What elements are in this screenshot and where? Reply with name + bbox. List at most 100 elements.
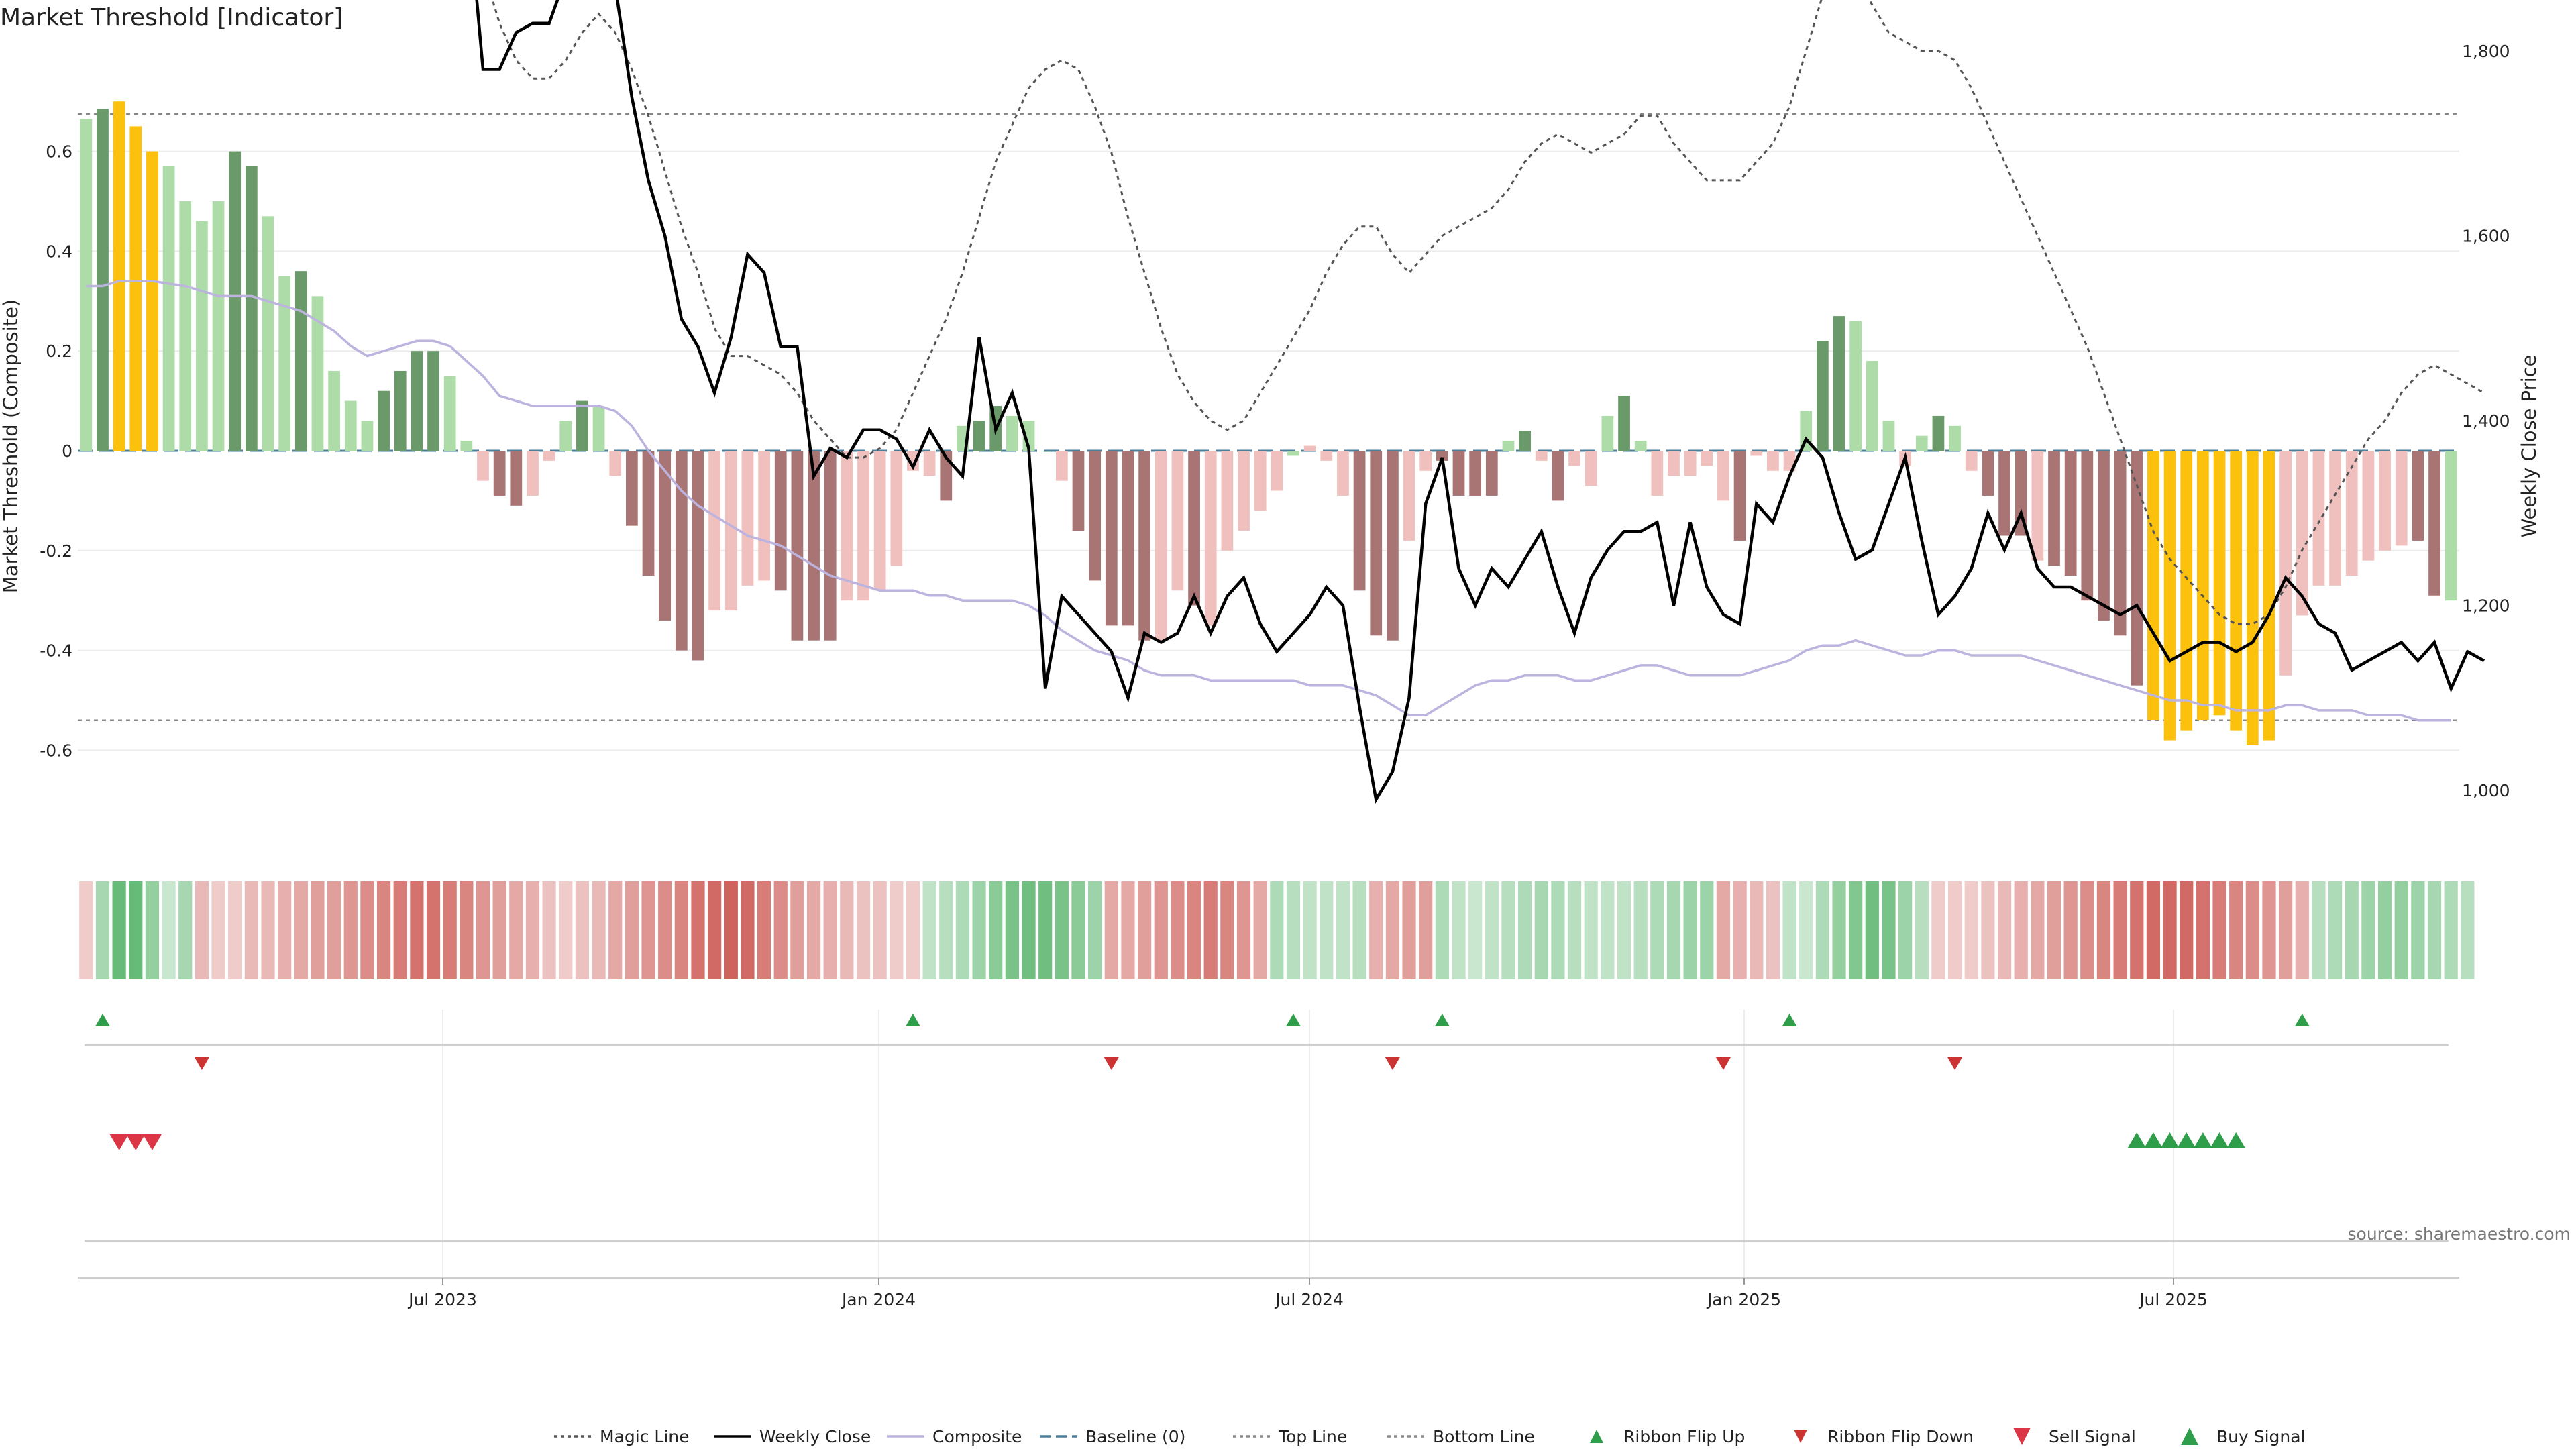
composite-bar bbox=[2279, 451, 2292, 676]
ribbon-cell bbox=[1551, 881, 1565, 979]
composite-bar bbox=[361, 421, 374, 451]
ribbon-cell bbox=[195, 881, 209, 979]
composite-bar bbox=[1717, 451, 1729, 501]
legend: Magic Line Weekly Close Composite Baseline … bbox=[554, 1427, 2306, 1446]
composite-bar bbox=[2246, 451, 2259, 745]
ribbon-cell bbox=[1567, 881, 1582, 979]
ribbon-cell bbox=[1055, 881, 1069, 979]
ribbon-cell bbox=[1236, 881, 1251, 979]
ribbon-cell bbox=[129, 881, 143, 979]
source-note: source: sharemaestro.com bbox=[2348, 1224, 2571, 1244]
buy-signal-marker bbox=[2193, 1132, 2212, 1148]
ribbon-cell bbox=[393, 881, 407, 979]
composite-bar bbox=[2263, 451, 2275, 741]
composite-bar bbox=[741, 451, 754, 586]
composite-bar bbox=[1502, 441, 1515, 451]
composite-bar bbox=[2230, 451, 2243, 731]
legend-label: Ribbon Flip Up bbox=[1623, 1427, 1745, 1446]
ribbon-cell bbox=[525, 881, 540, 979]
composite-bar bbox=[2031, 451, 2044, 561]
x-tick-label: Jan 2024 bbox=[841, 1290, 916, 1309]
ribbon-cell bbox=[492, 881, 506, 979]
composite-bar bbox=[262, 216, 274, 451]
composite-bar bbox=[162, 166, 175, 451]
ribbon-flip-up-marker bbox=[1434, 1014, 1450, 1026]
ribbon-cell bbox=[1601, 881, 1615, 979]
ribbon-cell bbox=[2245, 881, 2259, 979]
composite-bar bbox=[1419, 451, 1432, 471]
ribbon-cell bbox=[2394, 881, 2408, 979]
composite-bar bbox=[146, 151, 158, 451]
y-tick-label: -0.4 bbox=[40, 641, 72, 661]
ribbon-cell bbox=[311, 881, 325, 979]
composite-bar bbox=[2163, 451, 2176, 741]
ribbon-cell bbox=[228, 881, 242, 979]
ribbon-cell bbox=[2146, 881, 2161, 979]
ribbon-cell bbox=[1336, 881, 1350, 979]
composite-bar bbox=[1849, 321, 1862, 451]
composite-bar bbox=[2081, 451, 2094, 601]
composite-bar bbox=[278, 276, 291, 451]
composite-bar bbox=[1320, 451, 1333, 461]
composite-bar bbox=[311, 296, 324, 451]
composite-bar bbox=[758, 451, 770, 581]
ribbon-cell bbox=[674, 881, 688, 979]
legend-swatch bbox=[2181, 1428, 2198, 1445]
chart-title: Market Threshold [Indicator] bbox=[0, 4, 343, 32]
composite-bar bbox=[1303, 445, 1316, 451]
ribbon-cell bbox=[112, 881, 126, 979]
ribbon-cell bbox=[2196, 881, 2210, 979]
composite-bar bbox=[2064, 451, 2077, 576]
composite-bar bbox=[1982, 451, 1994, 496]
ribbon-cell bbox=[1071, 881, 1085, 979]
composite-bar bbox=[1618, 396, 1630, 451]
composite-bar bbox=[394, 370, 407, 451]
ribbon-cell bbox=[724, 881, 738, 979]
composite-bar bbox=[80, 119, 93, 451]
ribbon-cell bbox=[1171, 881, 1185, 979]
composite-bar bbox=[1171, 451, 1184, 591]
composite-bar bbox=[1204, 451, 1217, 626]
composite-bar bbox=[1089, 451, 1102, 581]
composite-bar bbox=[1072, 451, 1085, 531]
composite-bar bbox=[1949, 425, 1961, 451]
composite-bar bbox=[344, 400, 357, 451]
composite-bar bbox=[1188, 451, 1200, 606]
composite-bar bbox=[328, 370, 340, 451]
ribbon-cell bbox=[559, 881, 573, 979]
ribbon-cell bbox=[2295, 881, 2309, 979]
ribbon-cell bbox=[162, 881, 176, 979]
ribbon-cell bbox=[856, 881, 871, 979]
ribbon-cell bbox=[1666, 881, 1681, 979]
ribbon-cell bbox=[1997, 881, 2012, 979]
ribbon-cell bbox=[1534, 881, 1548, 979]
composite-bar bbox=[1469, 451, 1482, 496]
ribbon-flip-down-marker bbox=[1104, 1057, 1119, 1070]
ribbon-cell bbox=[2031, 881, 2045, 979]
composite-bar bbox=[1783, 451, 1796, 471]
ribbon-cell bbox=[1088, 881, 1102, 979]
composite-bar bbox=[774, 451, 787, 591]
legend-label: Weekly Close bbox=[759, 1427, 871, 1446]
composite-bar bbox=[2296, 451, 2308, 616]
ribbon-cell bbox=[1435, 881, 1449, 979]
x-tick-label: Jul 2025 bbox=[2138, 1290, 2208, 1309]
y-tick-label: -0.6 bbox=[40, 741, 72, 760]
composite-bar bbox=[1684, 451, 1697, 476]
ribbon-cell bbox=[476, 881, 490, 979]
ribbon-cell bbox=[1220, 881, 1234, 979]
ribbon-cell bbox=[806, 881, 821, 979]
ribbon-cell bbox=[145, 881, 160, 979]
composite-bar bbox=[1767, 451, 1779, 471]
composite-bar bbox=[1254, 451, 1267, 511]
ribbon-flip-up-marker bbox=[905, 1014, 920, 1026]
composite-bar bbox=[1370, 451, 1383, 636]
ribbon-cell bbox=[2180, 881, 2194, 979]
ribbon-cell bbox=[2361, 881, 2375, 979]
y-tick-label: 0 bbox=[62, 441, 72, 461]
ribbon-cell bbox=[1518, 881, 1532, 979]
composite-bar bbox=[2329, 451, 2341, 586]
composite-bar bbox=[2114, 451, 2127, 636]
y-axis-label-left: Market Threshold (Composite) bbox=[0, 299, 22, 593]
